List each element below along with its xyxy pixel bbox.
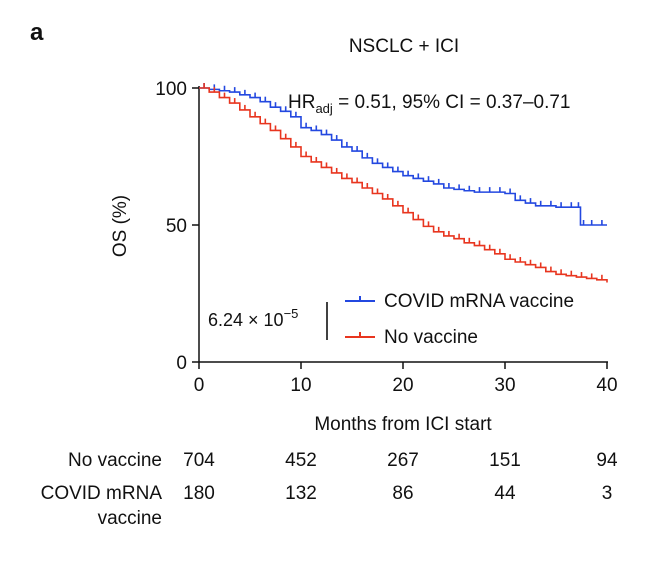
legend-label-novaccine: No vaccine — [384, 327, 478, 348]
pvalue-text: 6.24 × 10−5 — [208, 306, 298, 330]
risk-values: 704 452 267 151 94 180 132 86 44 3 — [183, 450, 618, 504]
y-tick-label: 100 — [155, 79, 187, 100]
pvalue-exponent: −5 — [284, 306, 299, 321]
hr-rest: = 0.51, 95% CI = 0.37–0.71 — [333, 92, 571, 113]
risk-value: 151 — [489, 450, 521, 471]
risk-value: 267 — [387, 450, 419, 471]
hr-annotation: HRadj = 0.51, 95% CI = 0.37–0.71 — [288, 92, 571, 116]
x-tick-label: 30 — [494, 375, 515, 396]
curve-vaccine — [199, 87, 607, 226]
pvalue-base: 6.24 × 10 — [208, 310, 284, 330]
legend-item-vaccine: COVID mRNA vaccine — [345, 291, 574, 312]
risk-value: 86 — [392, 483, 413, 504]
risk-value: 44 — [494, 483, 516, 504]
legend-item-novaccine: No vaccine — [345, 327, 478, 348]
risk-value: 704 — [183, 450, 215, 471]
y-tick-label: 0 — [176, 353, 187, 374]
x-tick-label: 0 — [194, 375, 205, 396]
y-tick-label: 50 — [166, 216, 187, 237]
risk-row-label-vaccine-line1: COVID mRNA — [41, 483, 163, 504]
legend-label-vaccine: COVID mRNA vaccine — [384, 291, 574, 312]
risk-value: 452 — [285, 450, 317, 471]
panel-label: a — [30, 19, 44, 46]
risk-value: 132 — [285, 483, 317, 504]
y-axis-label: OS (%) — [110, 195, 131, 257]
x-tick-label: 20 — [392, 375, 413, 396]
risk-value: 3 — [602, 483, 613, 504]
risk-value: 180 — [183, 483, 215, 504]
hr-prefix: HR — [288, 92, 315, 113]
chart-title: NSCLC + ICI — [349, 36, 459, 57]
risk-row-label-novaccine: No vaccine — [68, 450, 162, 471]
x-tick-label: 40 — [596, 375, 617, 396]
x-tick-label: 10 — [290, 375, 311, 396]
curve-novaccine — [199, 87, 608, 283]
risk-row-label-vaccine-line2: vaccine — [98, 508, 162, 529]
curves — [199, 83, 608, 283]
risk-value: 94 — [596, 450, 618, 471]
axes: 0 50 100 0 10 20 30 40 — [155, 79, 617, 396]
x-axis-label: Months from ICI start — [314, 414, 492, 435]
legend: COVID mRNA vaccine No vaccine — [345, 291, 574, 348]
series-novaccine — [199, 83, 608, 283]
hr-subscript: adj — [315, 101, 332, 116]
risk-table: No vaccine COVID mRNA vaccine 704 452 267 1… — [41, 450, 618, 529]
